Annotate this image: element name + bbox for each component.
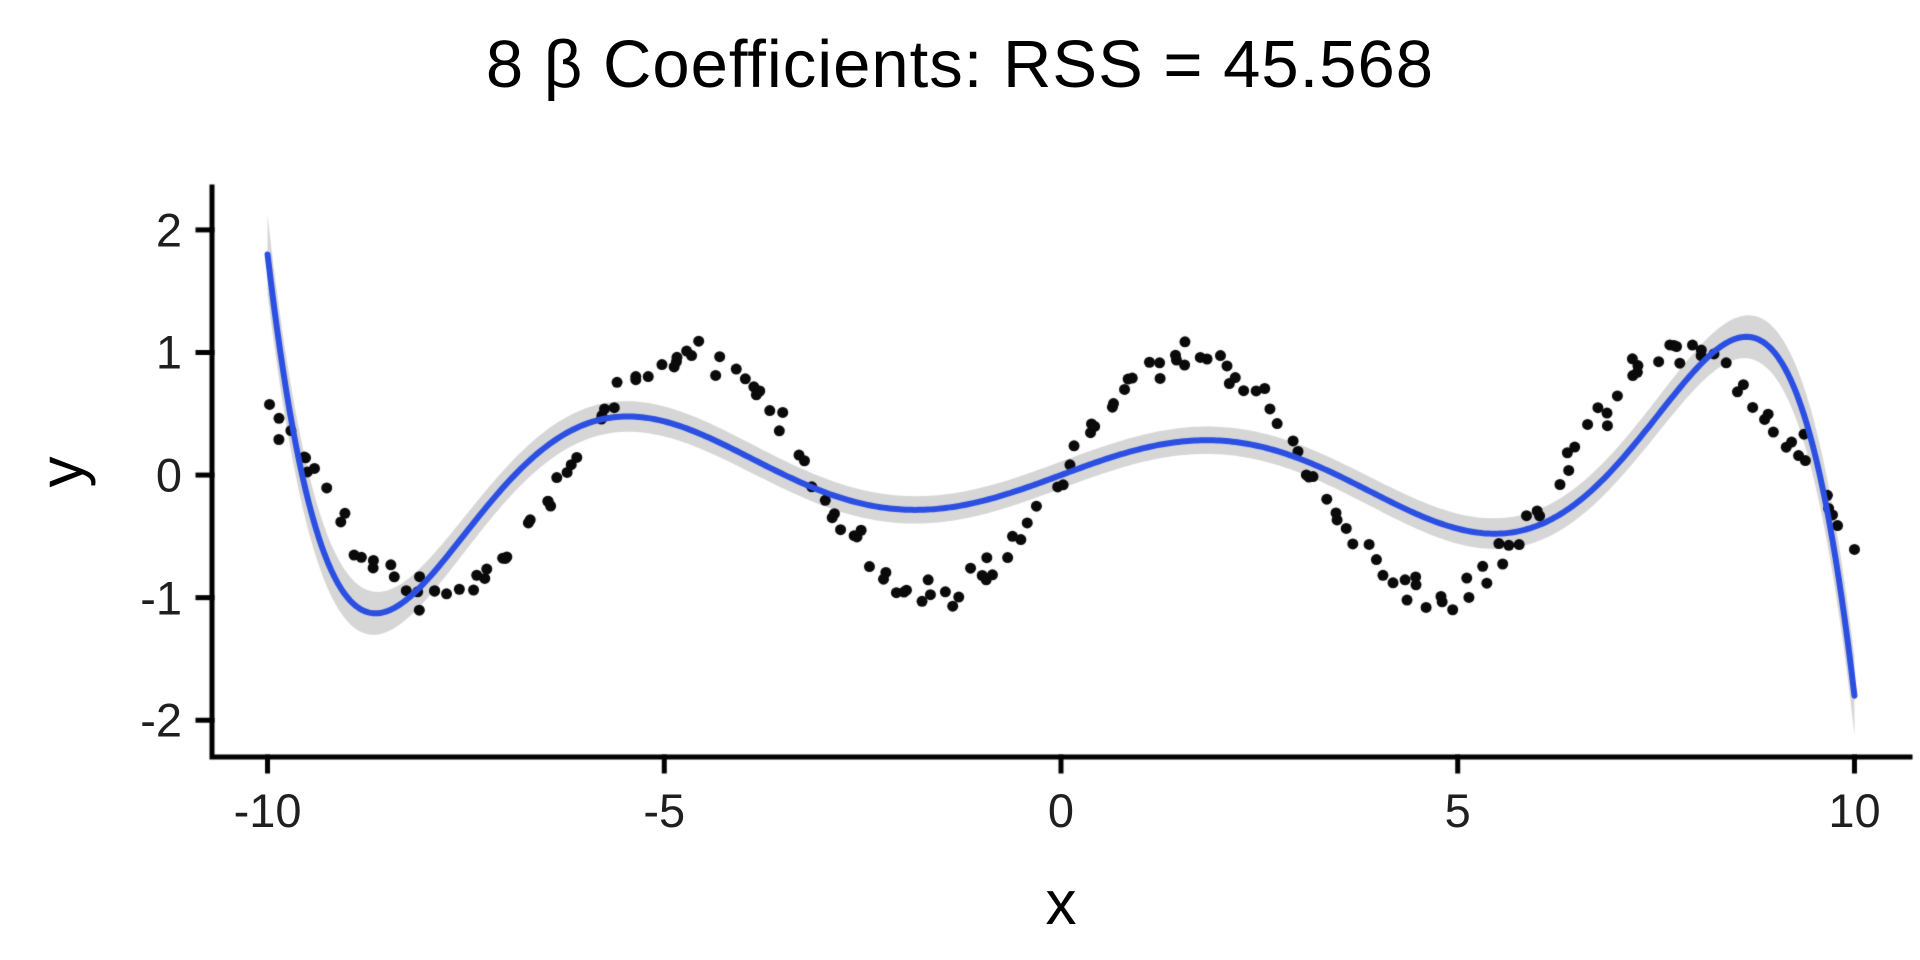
x-tick-label: -5 xyxy=(643,784,686,837)
x-tick-label: 5 xyxy=(1444,784,1471,837)
x-tick-label: -10 xyxy=(233,784,302,837)
y-tick-label: -2 xyxy=(140,693,182,747)
y-axis-title: y xyxy=(27,456,97,488)
x-axis-title: x xyxy=(1045,869,1077,938)
x-tick-label: 10 xyxy=(1828,784,1881,837)
y-tick-label: 2 xyxy=(155,203,182,257)
x-tick-label: 0 xyxy=(1047,784,1075,837)
y-tick-label: 0 xyxy=(155,448,182,502)
y-tick-label: -1 xyxy=(140,571,182,625)
y-tick-label: 1 xyxy=(155,325,182,379)
